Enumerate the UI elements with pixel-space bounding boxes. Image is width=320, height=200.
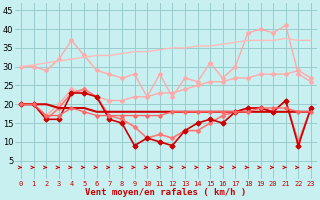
X-axis label: Vent moyen/en rafales ( km/h ): Vent moyen/en rafales ( km/h ) xyxy=(85,188,247,197)
